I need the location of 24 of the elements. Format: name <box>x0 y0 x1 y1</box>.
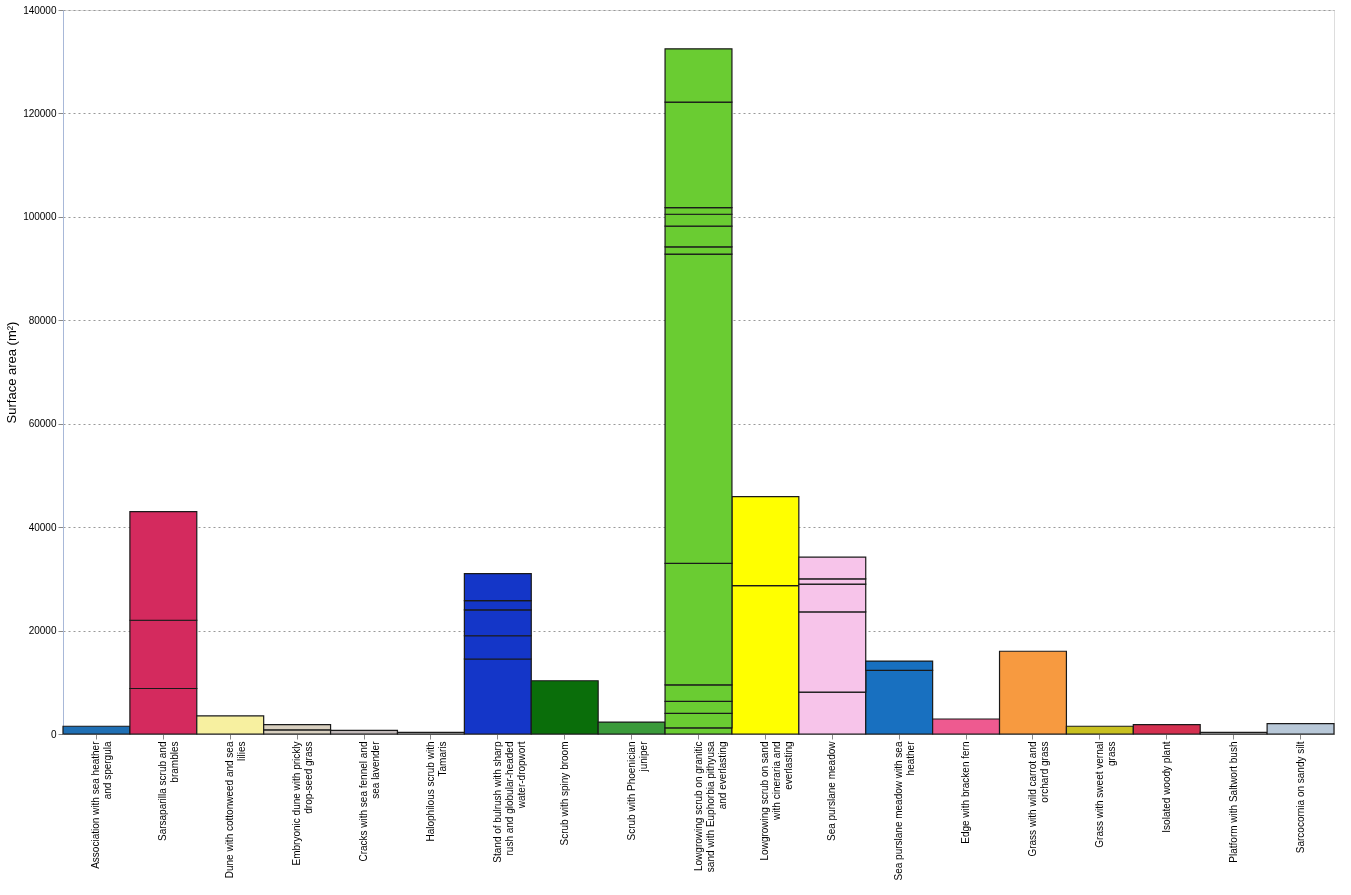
x-tick-label: Sarsaparilla scrub and brambles <box>157 741 181 841</box>
x-tick-label: Grass with sweet vernal grass <box>1093 741 1117 848</box>
x-tick-label: Isolated woody plant <box>1160 741 1172 833</box>
x-tick-label: Scrub with Phoenician juniper <box>625 740 649 841</box>
x-tick-label: Sea purslane meadow <box>826 740 838 842</box>
x-tick-label: Stand of bulrush with sharp rush and globular-headed water-dropwort <box>491 741 527 863</box>
x-tick-label: Edge with bracken fern <box>960 741 972 844</box>
y-axis-title: Surface area (m²) <box>4 321 20 424</box>
x-tick-label: Platform with Saltwort bush <box>1227 741 1239 863</box>
y-tick-label: 140000 <box>23 4 57 16</box>
y-tick-label: 100000 <box>23 211 57 223</box>
y-tick-label: 60000 <box>28 418 57 430</box>
x-tick-label: Scrub with spiny broom <box>558 741 570 846</box>
y-tick-label: 20000 <box>28 625 57 637</box>
y-tick-label: 0 <box>50 728 57 740</box>
x-tick-label: Halophilous scrub with Tamaris <box>424 741 448 842</box>
y-tick-label: 40000 <box>28 521 57 533</box>
x-tick-label: Sea purslane meadow with sea heather <box>893 740 917 881</box>
x-tick-label: Association with sea heather and spergula <box>90 740 114 869</box>
y-tick-label: 120000 <box>23 107 57 119</box>
x-tick-label: Dune with cottonweed and sea lilies <box>224 741 248 879</box>
x-tick-label: Grass with wild carrot and orchard grass <box>1026 741 1050 857</box>
x-tick-label: Sarcocornia on sandy silt <box>1294 741 1306 854</box>
y-tick-label: 80000 <box>28 314 57 326</box>
